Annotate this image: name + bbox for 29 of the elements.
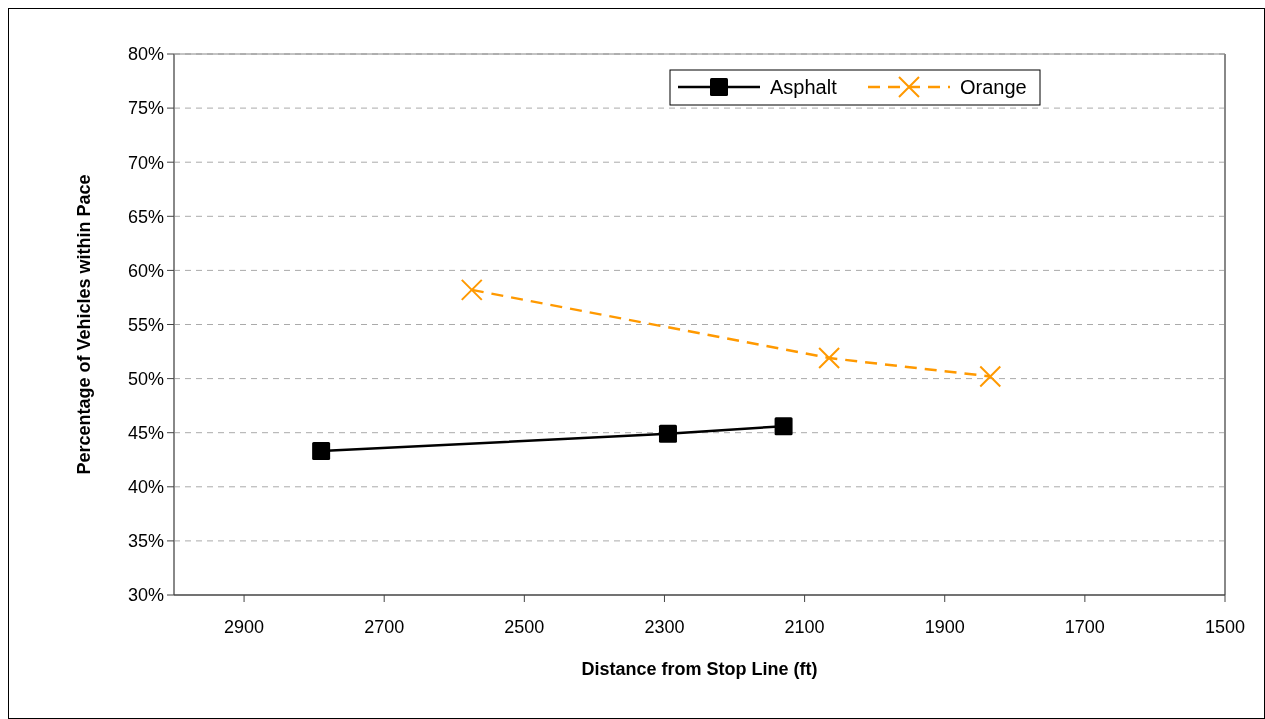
y-tick-label: 35% [127,531,164,552]
y-axis-title: Percentage of Vehicles within Pace [74,174,94,475]
x-tick-label: 1700 [1064,617,1105,637]
point [979,365,1002,388]
y-tick-label: 60% [127,260,164,281]
point [312,442,331,461]
legend-label: Orange [960,76,1027,98]
point [774,417,793,436]
x-tick-label: 2100 [784,617,825,637]
point [460,278,483,301]
x-axis-title: Distance from Stop Line (ft) [581,659,818,679]
x-tick-label: 2300 [644,617,685,637]
y-tick-label: 65% [127,206,164,227]
x-tick-label: 1900 [924,617,965,637]
y-tick-label: 80% [127,44,164,65]
y-tick-label: 70% [127,152,164,173]
x-tick-label: 1500 [1204,617,1246,637]
y-tick-label: 40% [127,477,164,498]
x-tick-label: 2900 [224,617,265,637]
y-tick-label: 55% [127,314,164,335]
x-tick-label: 2700 [364,617,405,637]
point [658,424,677,443]
y-tick-label: 75% [127,98,164,119]
y-tick-label: 50% [127,368,164,389]
x-tick-label: 2500 [504,617,545,637]
point [818,347,841,370]
legend-label: Asphalt [770,76,838,98]
y-tick-label: 45% [127,423,164,443]
y-tick-label: 30% [127,585,164,606]
